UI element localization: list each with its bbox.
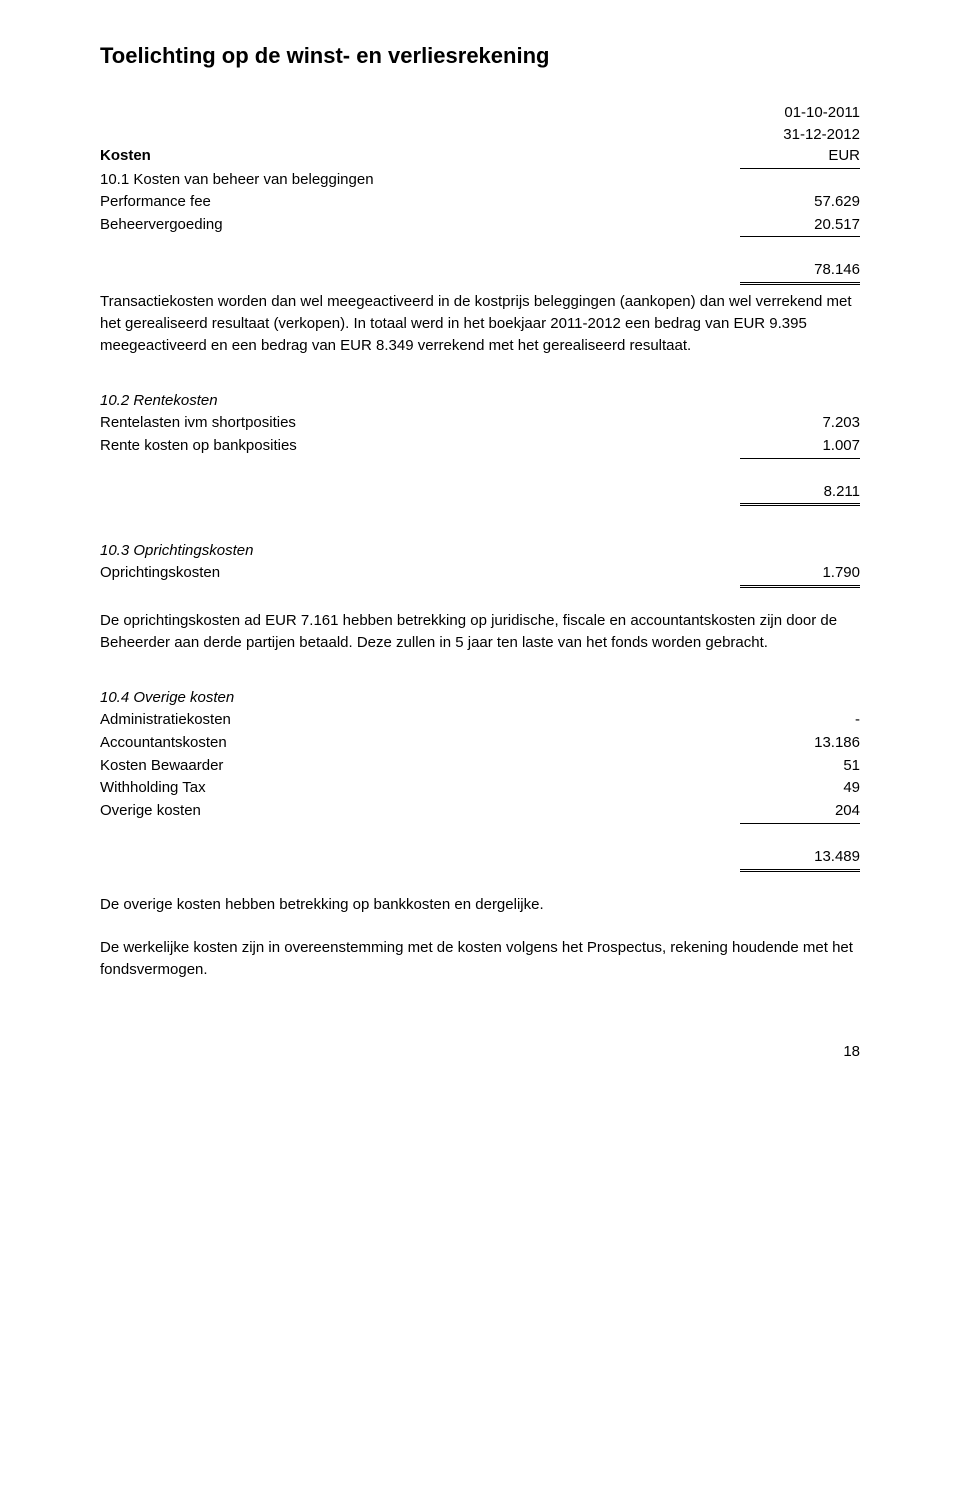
sub1-total-row: 78.146 — [100, 259, 860, 285]
sub4-heading-label: 10.4 Overige kosten — [100, 687, 740, 709]
sub4-note2: De werkelijke kosten zijn in overeenstem… — [100, 937, 860, 981]
table-row: Overige kosten 204 — [100, 800, 860, 824]
rentelasten-value: 7.203 — [740, 412, 860, 435]
table-row: Beheervergoeding 20.517 — [100, 214, 860, 238]
oprichting-label: Oprichtingskosten — [100, 562, 740, 584]
beheerverg-label: Beheervergoeding — [100, 214, 740, 236]
sub4-total: 13.489 — [740, 846, 860, 872]
admin-label: Administratiekosten — [100, 709, 740, 731]
sub2-heading: 10.2 Rentekosten — [100, 390, 860, 412]
table-row: Oprichtingskosten 1.790 — [100, 562, 860, 588]
rentelasten-label: Rentelasten ivm shortposities — [100, 412, 740, 434]
sub2-total: 8.211 — [740, 481, 860, 507]
currency-label: EUR — [740, 145, 860, 169]
sub2-total-row: 8.211 — [100, 481, 860, 507]
overige-label: Overige kosten — [100, 800, 740, 822]
sub4-heading: 10.4 Overige kosten — [100, 687, 860, 709]
sub1-note: Transactiekosten worden dan wel meegeact… — [100, 291, 860, 356]
period-start: 01-10-2011 — [740, 102, 860, 124]
page-number: 18 — [100, 1041, 860, 1063]
withholding-label: Withholding Tax — [100, 777, 740, 799]
table-row: Rentelasten ivm shortposities 7.203 — [100, 412, 860, 435]
page-title: Toelichting op de winst- en verliesreken… — [100, 40, 860, 72]
period-header-end: 31-12-2012 — [100, 124, 860, 146]
admin-value: - — [740, 709, 860, 732]
sub4-total-row: 13.489 — [100, 846, 860, 872]
table-row: Administratiekosten - — [100, 709, 860, 732]
sub3-heading: 10.3 Oprichtingskosten — [100, 540, 860, 562]
sub1-total: 78.146 — [740, 259, 860, 285]
overige-value: 204 — [740, 800, 860, 824]
accountant-label: Accountantskosten — [100, 732, 740, 754]
rente-bank-label: Rente kosten op bankposities — [100, 435, 740, 457]
currency-row: Kosten EUR — [100, 145, 860, 169]
accountant-value: 13.186 — [740, 732, 860, 755]
sub4-note1: De overige kosten hebben betrekking op b… — [100, 894, 860, 916]
beheerverg-value: 20.517 — [740, 214, 860, 238]
bewaarder-value: 51 — [740, 755, 860, 778]
sub3-note: De oprichtingskosten ad EUR 7.161 hebben… — [100, 610, 860, 654]
sub1-heading-label: 10.1 Kosten van beheer van beleggingen — [100, 169, 740, 191]
table-row: Performance fee 57.629 — [100, 191, 860, 214]
sub1-heading: 10.1 Kosten van beheer van beleggingen — [100, 169, 860, 191]
sub2-heading-label: 10.2 Rentekosten — [100, 390, 740, 412]
kosten-heading: Kosten — [100, 145, 740, 167]
sub3-heading-label: 10.3 Oprichtingskosten — [100, 540, 740, 562]
period-header: 01-10-2011 — [100, 102, 860, 124]
table-row: Accountantskosten 13.186 — [100, 732, 860, 755]
perf-fee-label: Performance fee — [100, 191, 740, 213]
perf-fee-value: 57.629 — [740, 191, 860, 214]
withholding-value: 49 — [740, 777, 860, 800]
table-row: Kosten Bewaarder 51 — [100, 755, 860, 778]
period-end: 31-12-2012 — [740, 124, 860, 146]
table-row: Withholding Tax 49 — [100, 777, 860, 800]
bewaarder-label: Kosten Bewaarder — [100, 755, 740, 777]
table-row: Rente kosten op bankposities 1.007 — [100, 435, 860, 459]
oprichting-value: 1.790 — [740, 562, 860, 588]
rente-bank-value: 1.007 — [740, 435, 860, 459]
